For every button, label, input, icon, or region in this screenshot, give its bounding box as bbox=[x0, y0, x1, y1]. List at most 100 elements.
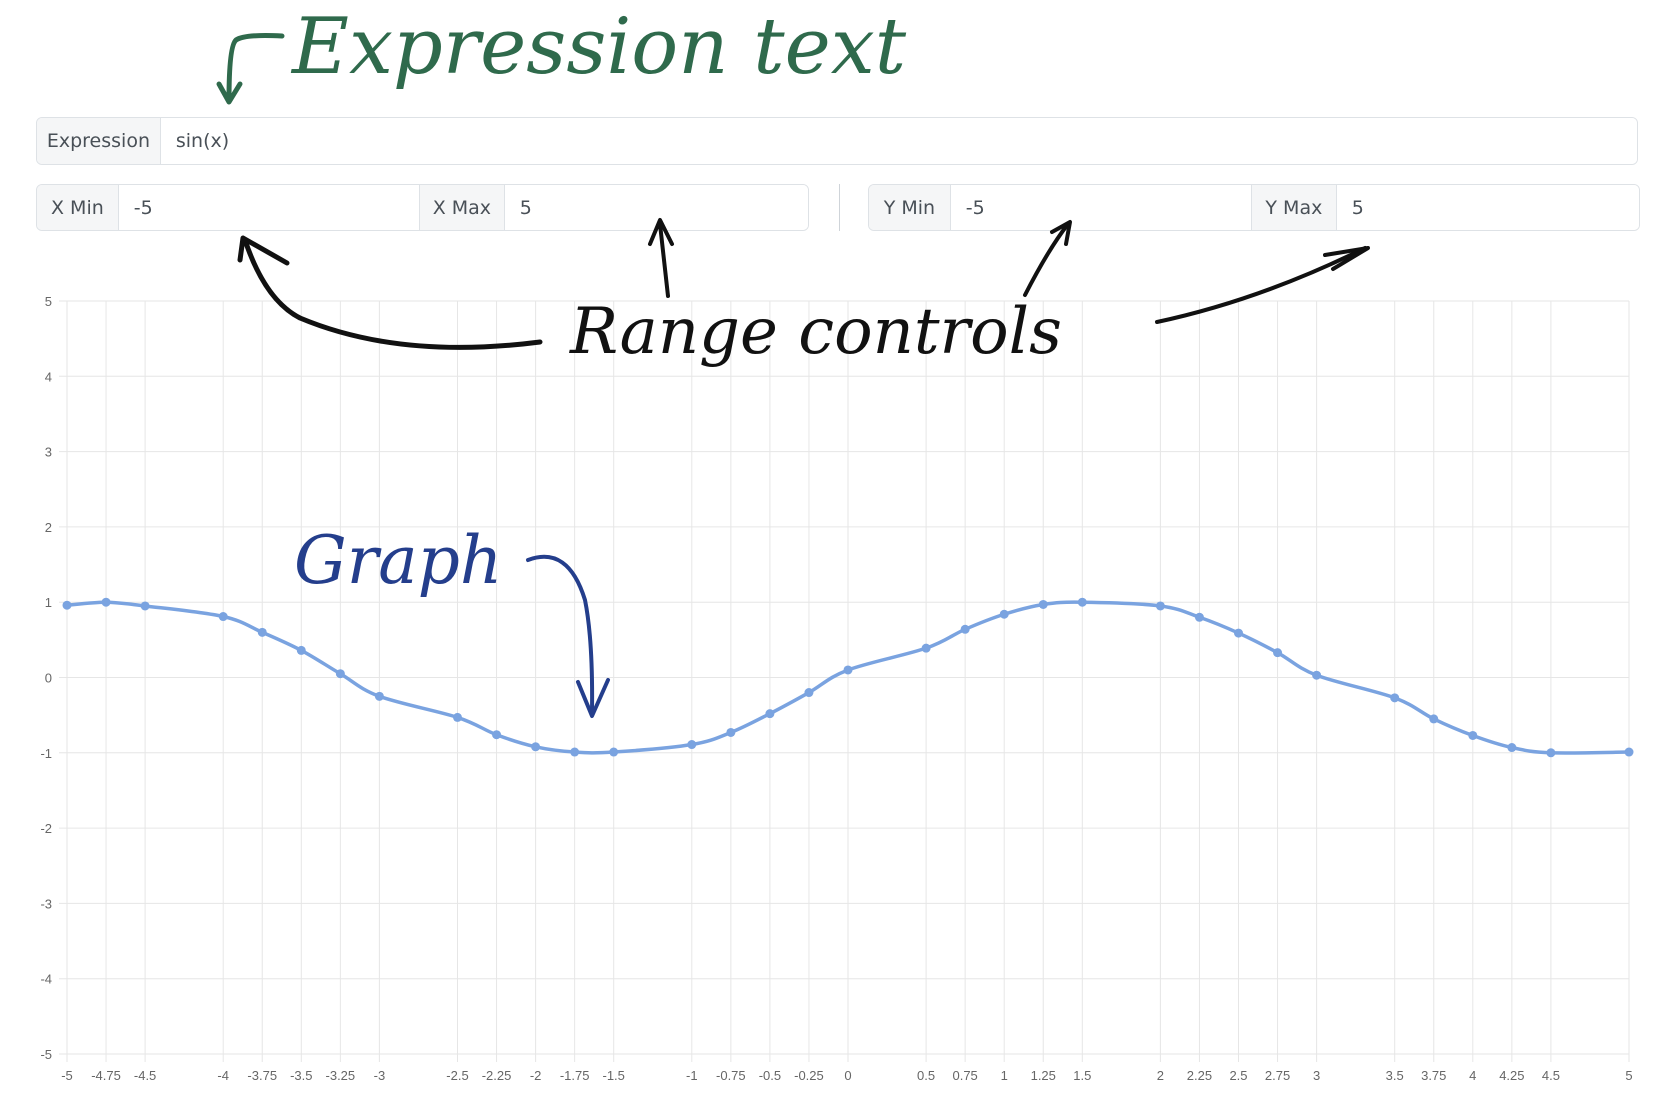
expression-label: Expression bbox=[37, 118, 161, 164]
data-point bbox=[1390, 693, 1400, 703]
data-point bbox=[1468, 730, 1478, 740]
x-tick-label: 1 bbox=[1001, 1068, 1008, 1083]
y-tick-label: -5 bbox=[40, 1047, 52, 1062]
data-point bbox=[804, 688, 814, 698]
x-tick-label: 3.5 bbox=[1386, 1068, 1404, 1083]
y-tick-label: 2 bbox=[45, 520, 52, 535]
x-tick-label: -3.25 bbox=[326, 1068, 356, 1083]
y-tick-label: 3 bbox=[45, 445, 52, 460]
annotation-expression-text: Expression text bbox=[292, 2, 907, 92]
data-point bbox=[570, 747, 580, 757]
x-tick-label: -3.5 bbox=[290, 1068, 312, 1083]
y-range-group: Y Min Y Max bbox=[868, 184, 1640, 231]
data-point bbox=[1312, 670, 1322, 680]
grid-lines bbox=[59, 300, 1630, 1062]
y-max-input[interactable] bbox=[1336, 185, 1639, 230]
annotation-graph: Graph bbox=[294, 522, 503, 599]
y-tick-label: -3 bbox=[40, 896, 52, 911]
data-point bbox=[1038, 599, 1048, 609]
y-tick-label: -4 bbox=[40, 972, 52, 987]
data-point bbox=[999, 609, 1009, 619]
x-tick-label: 0 bbox=[844, 1068, 851, 1083]
data-point bbox=[1077, 597, 1087, 607]
data-point bbox=[1194, 612, 1204, 622]
x-max-label: X Max bbox=[420, 185, 505, 230]
data-point bbox=[726, 727, 736, 737]
x-tick-label: -2.25 bbox=[482, 1068, 512, 1083]
data-point bbox=[101, 597, 111, 607]
expression-input[interactable] bbox=[160, 118, 1637, 164]
x-max-input[interactable] bbox=[504, 185, 808, 230]
x-tick-label: 3.75 bbox=[1421, 1068, 1446, 1083]
x-tick-label: -3 bbox=[374, 1068, 386, 1083]
x-tick-label: -3.75 bbox=[247, 1068, 277, 1083]
x-tick-label: 1.25 bbox=[1031, 1068, 1056, 1083]
x-tick-label: -5 bbox=[61, 1068, 73, 1083]
series-layer bbox=[62, 597, 1634, 758]
x-tick-label: -2.5 bbox=[446, 1068, 468, 1083]
data-point bbox=[687, 740, 697, 750]
data-point bbox=[609, 747, 619, 757]
data-point bbox=[1546, 748, 1556, 758]
x-min-input[interactable] bbox=[118, 185, 421, 230]
x-tick-label: -1.75 bbox=[560, 1068, 590, 1083]
range-arrow-y-max bbox=[1155, 246, 1370, 324]
x-tick-label: 2.75 bbox=[1265, 1068, 1290, 1083]
x-tick-label: 4.25 bbox=[1499, 1068, 1524, 1083]
data-point bbox=[1507, 743, 1517, 753]
x-tick-label: 5 bbox=[1625, 1068, 1632, 1083]
range-arrow-x-min bbox=[237, 235, 543, 350]
data-point bbox=[296, 645, 306, 655]
y-tick-label: -1 bbox=[40, 746, 52, 761]
data-point bbox=[1429, 714, 1439, 724]
y-tick-label: 0 bbox=[45, 671, 52, 686]
x-tick-label: 2.25 bbox=[1187, 1068, 1212, 1083]
data-point bbox=[960, 624, 970, 634]
data-point bbox=[921, 643, 931, 653]
x-tick-label: -4.5 bbox=[134, 1068, 156, 1083]
y-tick-label: 4 bbox=[45, 369, 52, 384]
x-tick-label: -0.25 bbox=[794, 1068, 824, 1083]
data-point bbox=[257, 627, 267, 637]
tick-labels: -5 -4.75 -4.5 -4 -3.75 -3.5 -3.25 -3 -2.5 -2.25 -2… bbox=[40, 294, 1632, 1083]
x-min-label: X Min bbox=[37, 185, 119, 230]
x-tick-label: 2.5 bbox=[1229, 1068, 1247, 1083]
expression-arrow bbox=[216, 33, 285, 105]
graph-arrow bbox=[526, 554, 610, 718]
y-min-input[interactable] bbox=[950, 185, 1252, 230]
series-line bbox=[66, 600, 1630, 755]
x-tick-label: 3 bbox=[1313, 1068, 1320, 1083]
data-point bbox=[374, 691, 384, 701]
x-tick-label: 2 bbox=[1157, 1068, 1164, 1083]
y-tick-label: 5 bbox=[45, 294, 52, 309]
data-point bbox=[492, 730, 502, 740]
x-tick-label: -4.75 bbox=[91, 1068, 121, 1083]
data-point bbox=[765, 709, 775, 719]
data-point bbox=[531, 742, 541, 752]
x-tick-label: -0.75 bbox=[716, 1068, 746, 1083]
range-divider bbox=[839, 184, 840, 231]
x-tick-label: -1.5 bbox=[602, 1068, 624, 1083]
data-point bbox=[335, 669, 345, 679]
data-point bbox=[453, 712, 462, 722]
x-range-group: X Min X Max bbox=[36, 184, 809, 231]
data-point bbox=[62, 600, 72, 610]
y-max-label: Y Max bbox=[1252, 185, 1337, 230]
x-tick-label: -2 bbox=[530, 1068, 542, 1083]
data-point bbox=[218, 612, 228, 622]
data-point bbox=[1155, 601, 1165, 611]
annotation-range-controls: Range controls bbox=[570, 295, 1062, 369]
x-tick-label: 0.75 bbox=[952, 1068, 977, 1083]
data-point bbox=[1624, 747, 1634, 757]
expression-input-group: Expression bbox=[36, 117, 1638, 165]
data-point bbox=[1234, 628, 1243, 638]
y-tick-label: -2 bbox=[40, 821, 52, 836]
x-tick-label: 0.5 bbox=[917, 1068, 935, 1083]
data-point bbox=[843, 665, 853, 675]
range-arrow-y-min bbox=[1023, 220, 1072, 297]
x-tick-label: -0.5 bbox=[759, 1068, 781, 1083]
x-tick-label: 4.5 bbox=[1542, 1068, 1560, 1083]
x-tick-label: -1 bbox=[686, 1068, 698, 1083]
